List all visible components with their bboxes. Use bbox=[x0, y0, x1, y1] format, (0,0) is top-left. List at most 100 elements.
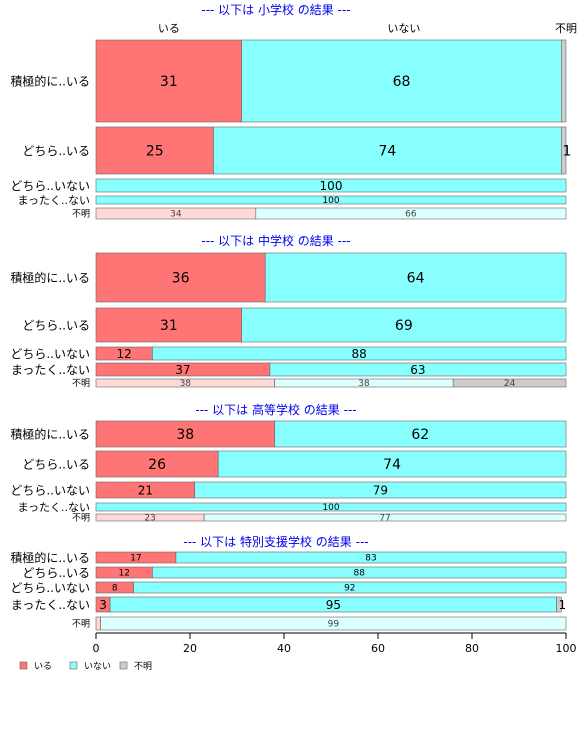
row-label: 積極的に..いる bbox=[10, 426, 90, 441]
data-label: 92 bbox=[344, 584, 355, 594]
bar-segment-inai bbox=[203, 513, 567, 522]
data-label: 26 bbox=[148, 457, 166, 473]
data-label: 99 bbox=[328, 620, 340, 630]
data-label: 25 bbox=[146, 144, 164, 160]
data-label: 69 bbox=[395, 318, 413, 334]
bar-segment-inai bbox=[213, 126, 562, 175]
data-label: 83 bbox=[365, 554, 376, 564]
bar-segment-inai bbox=[95, 178, 567, 193]
panel-title: --- 以下は 小学校 の結果 --- bbox=[201, 2, 350, 17]
bar-segment-iru bbox=[95, 307, 242, 343]
bar-segment-inai bbox=[95, 502, 567, 512]
data-label: 64 bbox=[407, 271, 425, 287]
bar-segment-inai bbox=[241, 307, 567, 343]
bar-segment-inai bbox=[133, 581, 567, 594]
bar-segment-inai bbox=[100, 616, 567, 631]
panel-title: --- 以下は 特別支援学校 の結果 --- bbox=[183, 534, 368, 549]
bar-segment-inai bbox=[175, 551, 567, 564]
bar-segment-inai bbox=[255, 207, 567, 220]
bar-segment-inai bbox=[241, 39, 562, 123]
row-label: どちら..いない bbox=[10, 581, 90, 595]
row-label: まったく..ない bbox=[11, 598, 90, 612]
row-label: どちら..いない bbox=[10, 347, 90, 361]
data-label: 8 bbox=[112, 584, 118, 594]
x-tick-label: 60 bbox=[371, 642, 385, 655]
data-label: 74 bbox=[378, 144, 396, 160]
bar-segment-fumei bbox=[556, 596, 562, 613]
data-label: 3 bbox=[99, 598, 107, 612]
data-label: 31 bbox=[160, 74, 178, 90]
row-label: 積極的に..いる bbox=[10, 550, 90, 565]
x-tick-label: 100 bbox=[556, 642, 577, 655]
x-tick-label: 80 bbox=[465, 642, 479, 655]
x-tick-label: 40 bbox=[277, 642, 291, 655]
row-label: まったく..ない bbox=[11, 363, 90, 377]
x-tick-label: 0 bbox=[93, 642, 100, 655]
bar-segment-fumei bbox=[560, 126, 567, 175]
data-label: 68 bbox=[393, 74, 411, 90]
bar-segment-fumei bbox=[452, 378, 567, 388]
panel-title: --- 以下は 中学校 の結果 --- bbox=[201, 233, 350, 248]
data-label: 88 bbox=[353, 569, 365, 579]
bar-segment-iru bbox=[95, 450, 219, 478]
bar-segment-iru bbox=[95, 126, 214, 175]
data-label: 38 bbox=[176, 427, 194, 443]
bar-segment-inai bbox=[269, 362, 567, 377]
bar-segment-inai bbox=[194, 481, 567, 499]
legend-label: いない bbox=[84, 661, 111, 672]
data-label: 95 bbox=[326, 598, 341, 612]
legend-swatch bbox=[69, 661, 78, 670]
row-label: どちら..いる bbox=[22, 144, 90, 158]
bar-segment-inai bbox=[95, 195, 567, 205]
bar-segment-fumei bbox=[560, 39, 567, 123]
data-label: 74 bbox=[383, 457, 401, 473]
data-label: 100 bbox=[322, 503, 339, 513]
legend-swatch bbox=[19, 661, 28, 670]
data-label: 12 bbox=[118, 569, 129, 579]
panel-title: --- 以下は 高等学校 の結果 --- bbox=[195, 402, 356, 417]
data-label: 23 bbox=[144, 514, 155, 524]
data-label: 1 bbox=[558, 598, 566, 612]
data-label: 77 bbox=[379, 514, 390, 524]
top-axis-label: いる bbox=[158, 22, 180, 35]
top-axis-label: 不明 bbox=[555, 22, 577, 35]
bar-segment-iru bbox=[95, 39, 242, 123]
data-label: 1 bbox=[563, 144, 572, 160]
legend-label: いる bbox=[34, 661, 52, 672]
bar-segment-inai bbox=[274, 420, 567, 448]
data-label: 12 bbox=[117, 347, 132, 361]
row-label: どちら..いる bbox=[22, 457, 90, 471]
row-label: まったく..ない bbox=[17, 501, 90, 514]
x-tick-label: 20 bbox=[183, 642, 197, 655]
row-label: 不明 bbox=[72, 209, 90, 220]
data-label: 34 bbox=[170, 210, 182, 220]
data-label: 63 bbox=[410, 363, 425, 377]
row-label: 積極的に..いる bbox=[10, 270, 90, 285]
data-label: 88 bbox=[352, 347, 367, 361]
data-label: 66 bbox=[405, 210, 417, 220]
data-label: 62 bbox=[411, 427, 429, 443]
bar-segment-inai bbox=[264, 252, 567, 303]
data-label: 36 bbox=[172, 271, 190, 287]
row-label: 不明 bbox=[72, 513, 90, 524]
row-label: まったく..ない bbox=[17, 194, 90, 207]
data-label: 100 bbox=[320, 179, 343, 193]
row-label: 不明 bbox=[72, 619, 90, 630]
data-label: 21 bbox=[138, 483, 153, 497]
data-label: 100 bbox=[322, 196, 339, 206]
top-axis-label: いない bbox=[387, 22, 420, 35]
row-label: どちら..いない bbox=[10, 179, 90, 193]
data-label: 79 bbox=[373, 483, 388, 497]
legend-swatch bbox=[119, 661, 128, 670]
data-label: 38 bbox=[180, 379, 192, 389]
data-label: 31 bbox=[160, 318, 178, 334]
row-label: 積極的に..いる bbox=[10, 73, 90, 88]
bar-segment-inai bbox=[152, 566, 567, 579]
row-label: 不明 bbox=[72, 378, 90, 389]
row-label: どちら..いない bbox=[10, 483, 90, 497]
data-label: 17 bbox=[130, 554, 141, 564]
row-label: どちら..いる bbox=[22, 566, 90, 580]
bar-segment-inai bbox=[152, 346, 567, 361]
